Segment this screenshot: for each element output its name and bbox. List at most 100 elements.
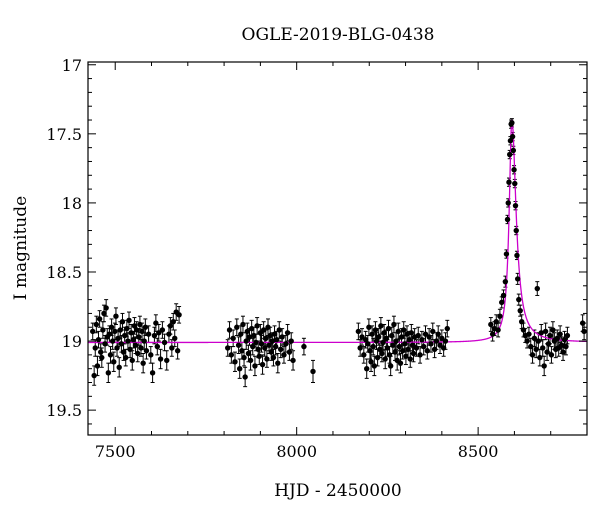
data-point <box>240 321 246 328</box>
data-point <box>370 343 376 350</box>
data-point <box>504 216 511 223</box>
data-point <box>489 331 496 337</box>
data-point <box>259 361 266 368</box>
data-point <box>124 325 130 332</box>
y-tick-label: 17.5 <box>46 125 82 144</box>
data-point <box>239 348 245 354</box>
data-point <box>357 345 363 351</box>
data-point <box>428 341 434 347</box>
data-point <box>505 200 511 206</box>
data-point <box>383 335 390 341</box>
data-point <box>169 345 175 351</box>
data-point <box>387 363 394 369</box>
data-point <box>272 343 279 350</box>
data-point <box>384 345 391 351</box>
data-point <box>541 363 547 369</box>
data-point <box>267 332 273 339</box>
x-tick-label: 8500 <box>458 442 499 461</box>
data-point <box>430 328 436 335</box>
data-point <box>382 356 388 362</box>
data-point <box>513 227 519 234</box>
data-point <box>368 359 374 365</box>
data-point <box>247 357 254 364</box>
data-point <box>149 370 156 376</box>
data-point <box>251 332 257 339</box>
data-point <box>372 327 379 333</box>
data-point <box>248 325 255 332</box>
data-point <box>262 345 268 351</box>
data-point <box>92 345 98 351</box>
data-point <box>154 343 161 350</box>
y-tick-label: 17 <box>62 56 82 75</box>
data-point <box>403 353 409 359</box>
data-point <box>113 313 119 319</box>
data-point <box>274 336 280 343</box>
data-point <box>225 345 231 351</box>
data-point <box>103 305 109 311</box>
data-point <box>442 338 449 344</box>
data-point <box>142 324 149 330</box>
data-point <box>369 331 375 337</box>
data-point <box>102 341 108 347</box>
data-point <box>362 336 369 343</box>
data-point <box>514 252 520 259</box>
data-point <box>119 319 126 325</box>
data-points-layer <box>90 120 587 380</box>
data-point <box>374 354 381 361</box>
data-point <box>510 147 517 154</box>
axis-tick-labels: 7500 8000 8500 17 17.5 18 18.5 19 19.5 <box>46 56 498 461</box>
y-tick-label: 19.5 <box>46 401 82 420</box>
data-point <box>502 278 509 285</box>
data-point <box>377 346 383 353</box>
data-point <box>563 343 569 350</box>
data-point <box>252 363 258 369</box>
data-point <box>495 327 501 333</box>
data-point <box>265 324 271 330</box>
data-point <box>288 338 294 344</box>
data-point <box>132 342 139 348</box>
data-point <box>253 339 259 346</box>
data-point <box>390 342 396 348</box>
data-point <box>444 325 450 332</box>
x-tick-label: 7500 <box>95 442 136 461</box>
data-point <box>545 341 552 347</box>
data-point <box>90 328 96 335</box>
data-point <box>535 338 542 344</box>
data-point <box>426 334 432 340</box>
data-point <box>241 354 247 361</box>
plot-area <box>88 118 587 388</box>
data-point <box>166 331 172 337</box>
data-point <box>392 349 398 355</box>
y-tick-label: 19 <box>62 332 82 351</box>
data-point <box>117 327 123 333</box>
data-point <box>264 356 270 362</box>
data-point <box>517 307 523 314</box>
data-point <box>395 328 401 335</box>
data-point <box>228 352 235 358</box>
data-point <box>404 331 410 337</box>
data-point <box>529 352 536 358</box>
data-point <box>238 331 244 337</box>
data-point <box>542 328 549 335</box>
data-point <box>129 357 135 364</box>
data-point <box>112 328 118 335</box>
data-point <box>389 332 395 339</box>
data-point <box>286 349 293 355</box>
data-point <box>258 341 265 347</box>
data-point <box>393 338 399 344</box>
data-point <box>537 354 543 361</box>
data-point <box>260 327 267 333</box>
data-point <box>120 349 127 355</box>
data-point <box>100 327 106 333</box>
data-point <box>385 325 392 332</box>
data-point <box>410 350 417 357</box>
data-point <box>133 327 140 333</box>
data-point <box>226 327 233 333</box>
data-point <box>290 357 296 364</box>
data-point <box>419 336 425 343</box>
data-point <box>399 348 406 354</box>
data-point <box>148 352 154 358</box>
data-point <box>365 341 371 347</box>
data-point <box>114 345 120 351</box>
